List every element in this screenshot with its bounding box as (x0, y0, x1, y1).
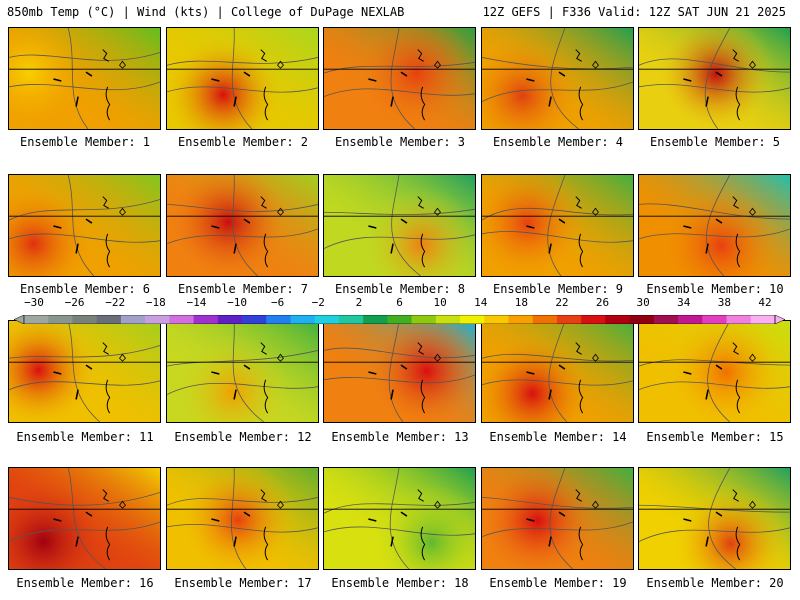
colorbar-segment (726, 315, 752, 324)
ensemble-member-map (166, 27, 319, 130)
colorbar-segment (314, 315, 340, 324)
colorbar-segment (96, 315, 122, 324)
temperature-colorbar (13, 309, 786, 325)
ensemble-member-map (8, 27, 161, 130)
colorbar-segment (532, 315, 558, 324)
colorbar-segment (460, 315, 485, 324)
colorbar-segment (48, 315, 73, 324)
colorbar-segment (435, 315, 461, 324)
ensemble-member-map (323, 467, 476, 570)
ensemble-member-map (323, 27, 476, 130)
colorbar-segment (678, 315, 703, 324)
colorbar-segment (363, 315, 388, 324)
colorbar-tick-label: 18 (514, 296, 528, 309)
ensemble-member-label: Ensemble Member: 2 (177, 135, 309, 149)
colorbar-tick-label: 14 (474, 296, 488, 309)
ensemble-member-map (8, 174, 161, 277)
colorbar-segment (508, 315, 534, 324)
ensemble-member-label: Ensemble Member: 12 (174, 430, 312, 444)
ensemble-member-label: Ensemble Member: 17 (174, 576, 312, 590)
colorbar-segment (72, 315, 97, 324)
ensemble-member-label: Ensemble Member: 7 (177, 282, 309, 296)
ensemble-member-map (323, 174, 476, 277)
colorbar-tick-label: −30 (24, 296, 44, 309)
colorbar-segment (653, 315, 679, 324)
colorbar-segment (387, 315, 412, 324)
colorbar-segment (169, 315, 194, 324)
ensemble-member-map (481, 174, 634, 277)
colorbar-segment (193, 315, 219, 324)
ensemble-member-label: Ensemble Member: 16 (16, 576, 154, 590)
colorbar-segment (581, 315, 606, 324)
ensemble-member-label: Ensemble Member: 9 (492, 282, 624, 296)
colorbar-segment (605, 315, 630, 324)
colorbar-tick-label: −22 (105, 296, 126, 309)
ensemble-member-label: Ensemble Member: 4 (492, 135, 624, 149)
colorbar-segment (145, 315, 170, 324)
colorbar-segment (217, 315, 243, 324)
colorbar-tick-labels: −30 −26 −22 −18 −14 −10 −6 −2 2 6 10 14 18 22 26 30 34 38… (0, 296, 800, 310)
ensemble-member-label: Ensemble Member: 5 (649, 135, 781, 149)
colorbar-tick-label: −26 (64, 296, 85, 309)
ensemble-member-label: Ensemble Member: 14 (489, 430, 627, 444)
colorbar-segment (266, 315, 291, 324)
ensemble-member-label: Ensemble Member: 19 (489, 576, 627, 590)
ensemble-member-label: Ensemble Member: 8 (334, 282, 466, 296)
colorbar-tick-label: 26 (595, 296, 610, 309)
ensemble-member-map (481, 320, 634, 423)
colorbar-segment (290, 315, 316, 324)
ensemble-member-map (638, 320, 791, 423)
ensemble-member-map (481, 27, 634, 130)
colorbar-tick-label: 42 (758, 296, 772, 309)
ensemble-member-map (166, 174, 319, 277)
colorbar-tick-label: 38 (717, 296, 731, 309)
colorbar-tick-label: 22 (555, 296, 569, 309)
ensemble-member-map (323, 320, 476, 423)
ensemble-member-label: Ensemble Member: 10 (646, 282, 784, 296)
colorbar-segment (484, 315, 509, 324)
ensemble-member-label: Ensemble Member: 11 (16, 430, 154, 444)
colorbar-segment (120, 315, 146, 324)
colorbar-segment (750, 315, 776, 324)
colorbar-tick-label: 30 (636, 296, 650, 309)
colorbar-segment (556, 315, 582, 324)
chart-title: 850mb Temp (°C) | Wind (kts) | College o… (7, 5, 405, 19)
colorbar-tick-label: −10 (227, 296, 247, 309)
colorbar-tick-label: 2 (355, 296, 363, 309)
ensemble-member-map (481, 467, 634, 570)
ensemble-member-label: Ensemble Member: 18 (331, 576, 469, 590)
colorbar-tick-label: −14 (186, 296, 207, 309)
ensemble-member-label: Ensemble Member: 3 (334, 135, 466, 149)
ensemble-member-label: Ensemble Member: 1 (19, 135, 151, 149)
colorbar-high-arrow (774, 314, 786, 325)
colorbar-segment (24, 315, 49, 324)
colorbar-tick-label: 10 (433, 296, 447, 309)
colorbar-tick-label: 6 (396, 296, 403, 309)
ensemble-member-map (8, 320, 161, 423)
colorbar-segment (629, 315, 655, 324)
ensemble-member-label: Ensemble Member: 6 (19, 282, 151, 296)
ensemble-member-map (638, 27, 791, 130)
ensemble-member-map (638, 174, 791, 277)
colorbar-segment (702, 315, 727, 324)
ensemble-member-map (166, 467, 319, 570)
colorbar-tick-label: −2 (311, 296, 325, 309)
ensemble-member-map (638, 467, 791, 570)
ensemble-member-label: Ensemble Member: 15 (646, 430, 784, 444)
colorbar-tick-label: −6 (271, 296, 285, 309)
colorbar-segment (242, 315, 267, 324)
colorbar-low-arrow (13, 314, 25, 325)
colorbar-segment (338, 315, 364, 324)
ensemble-member-label: Ensemble Member: 13 (331, 430, 469, 444)
colorbar-tick-label: 34 (677, 296, 691, 309)
run-valid-time: 12Z GEFS | F336 Valid: 12Z SAT JUN 21 20… (482, 5, 786, 19)
ensemble-member-map (8, 467, 161, 570)
ensemble-member-label: Ensemble Member: 20 (646, 576, 784, 590)
colorbar-tick-label: −18 (145, 296, 166, 309)
ensemble-member-map (166, 320, 319, 423)
colorbar-segment (411, 315, 437, 324)
